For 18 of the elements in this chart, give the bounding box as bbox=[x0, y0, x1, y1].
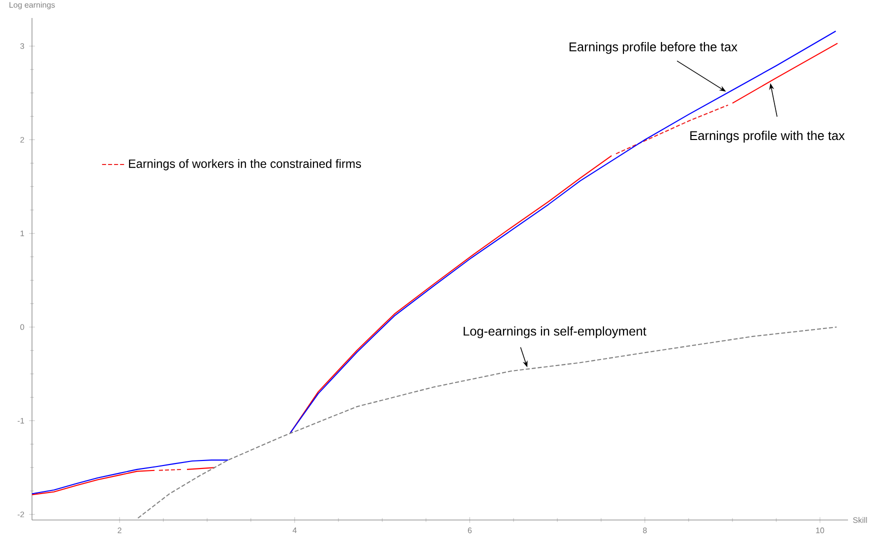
y-tick-label: -1 bbox=[18, 418, 24, 424]
annotation: Earnings profile with the tax bbox=[690, 130, 845, 143]
y-tick-label: 1 bbox=[20, 230, 24, 236]
annotation: Log-earnings in self-employment bbox=[464, 326, 646, 338]
x-tick-label: 2 bbox=[118, 528, 122, 534]
y-tick-label: 3 bbox=[20, 43, 24, 49]
y-axis-title: Log earnings bbox=[10, 2, 55, 10]
legend-label: Earnings of workers in the constrained firms bbox=[129, 159, 361, 170]
y-tick-label: 2 bbox=[20, 136, 24, 143]
x-tick-label: 4 bbox=[292, 528, 297, 534]
x-axis-title: Skill bbox=[853, 517, 867, 523]
y-tick-label: 0 bbox=[20, 324, 24, 330]
x-tick-label: 6 bbox=[468, 528, 472, 534]
x-tick-label: 8 bbox=[643, 528, 647, 534]
annotation: Earnings profile before the tax bbox=[570, 42, 738, 54]
x-tick-label: 10 bbox=[816, 528, 824, 534]
y-tick-label: -2 bbox=[18, 512, 24, 518]
line-series bbox=[137, 326, 838, 519]
